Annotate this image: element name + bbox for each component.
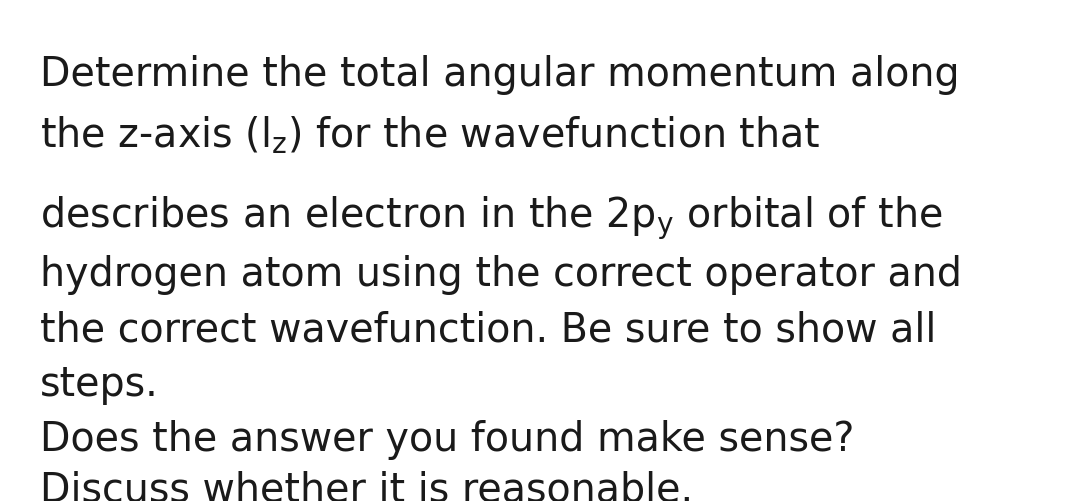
Text: hydrogen atom using the correct operator and: hydrogen atom using the correct operator…: [40, 255, 962, 295]
Text: Determine the total angular momentum along: Determine the total angular momentum alo…: [40, 55, 960, 95]
Text: the correct wavefunction. Be sure to show all: the correct wavefunction. Be sure to sho…: [40, 310, 936, 349]
Text: describes an electron in the 2p$_\mathsf{y}$ orbital of the: describes an electron in the 2p$_\mathsf…: [40, 194, 943, 242]
Text: the z-axis (l$_\mathsf{z}$) for the wavefunction that: the z-axis (l$_\mathsf{z}$) for the wave…: [40, 115, 821, 156]
Text: Does the answer you found make sense?: Does the answer you found make sense?: [40, 419, 854, 459]
Text: Discuss whether it is reasonable.: Discuss whether it is reasonable.: [40, 469, 693, 501]
Text: steps.: steps.: [40, 364, 159, 404]
